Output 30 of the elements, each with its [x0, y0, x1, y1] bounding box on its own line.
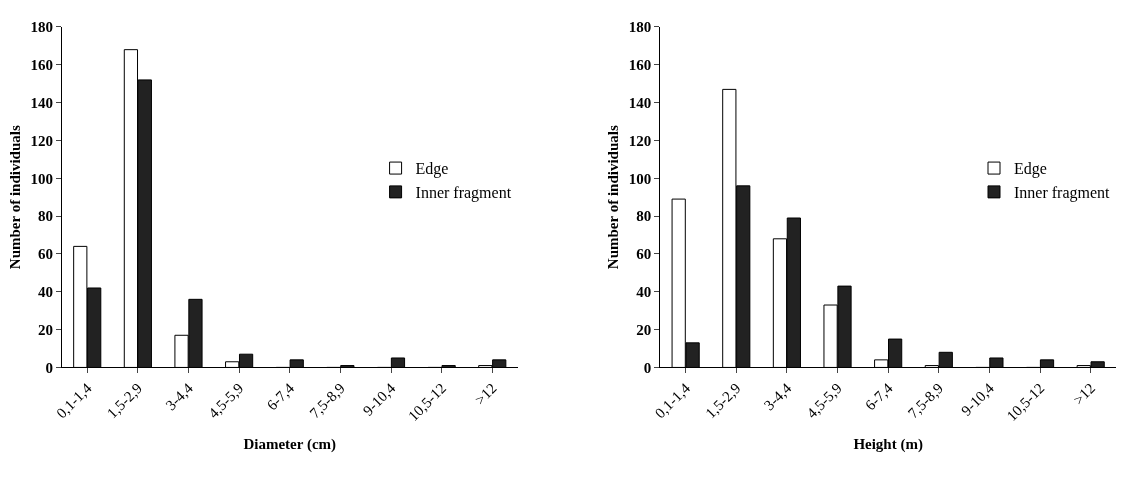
y-axis-title: Number of individuals: [605, 125, 622, 270]
x-tick-label: >12: [471, 380, 500, 408]
y-tick-label: 180: [628, 19, 652, 36]
y-tick-label: 0: [643, 359, 652, 376]
y-tick-label: 80: [636, 208, 652, 225]
y-tick-label: 100: [30, 170, 53, 187]
y-tick-label: 120: [30, 132, 53, 149]
x-tick-label: >12: [1070, 380, 1099, 408]
x-axis-title: Diameter (cm): [243, 436, 337, 454]
y-tick-label: 160: [30, 57, 53, 74]
y-tick-label: 120: [628, 132, 652, 149]
legend-label: Edge: [415, 160, 449, 179]
legend-label: Inner fragment: [415, 184, 512, 203]
y-tick-label: 140: [628, 94, 652, 111]
y-tick-label: 20: [37, 321, 53, 338]
y-tick-label: 40: [37, 284, 53, 301]
y-tick-label: 60: [37, 246, 53, 263]
y-tick-label: 100: [628, 170, 652, 187]
y-tick-label: 40: [636, 284, 652, 301]
legend-label: Edge: [1014, 160, 1047, 179]
y-tick-label: 160: [628, 57, 652, 74]
x-axis-title: Height (m): [853, 436, 923, 454]
y-axis-title: Number of individuals: [6, 125, 23, 270]
y-tick-label: 60: [636, 246, 652, 263]
y-tick-label: 80: [37, 208, 53, 225]
y-tick-label: 180: [30, 19, 53, 36]
y-tick-label: 20: [636, 321, 652, 338]
y-tick-label: 0: [45, 359, 53, 376]
y-tick-label: 140: [30, 94, 53, 111]
legend-label: Inner fragment: [1014, 184, 1111, 203]
